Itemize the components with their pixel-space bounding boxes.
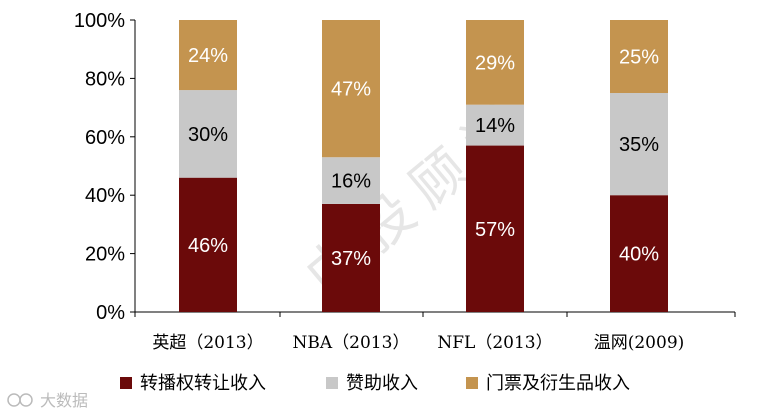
bar-segment bbox=[610, 93, 668, 196]
y-tick-label: 100% bbox=[74, 10, 125, 32]
chart-data-labels: 46% 30% 24% 37% 16% 47% 57% 14% 29% 40% 35% 25% bbox=[188, 45, 659, 270]
legend-label: 赞助收入 bbox=[346, 373, 418, 394]
bar-segment bbox=[610, 195, 668, 312]
data-label: 35% bbox=[619, 134, 659, 156]
bar-segment bbox=[322, 20, 380, 158]
bar-segment bbox=[179, 90, 237, 178]
y-tick-label: 60% bbox=[85, 127, 125, 149]
x-tick-label: 温网(2009) bbox=[594, 333, 685, 353]
bar-segment bbox=[322, 203, 380, 312]
data-label: 30% bbox=[188, 124, 228, 146]
watermark-logo-icon bbox=[7, 393, 21, 407]
data-label: 40% bbox=[619, 244, 659, 266]
corner-watermark-text: 大数据 bbox=[40, 391, 88, 410]
y-tick-label: 40% bbox=[85, 185, 125, 207]
data-label: 24% bbox=[188, 45, 228, 67]
legend-label: 门票及衍生品收入 bbox=[486, 373, 630, 394]
y-tick-label: 80% bbox=[85, 68, 125, 90]
bar-segment bbox=[466, 145, 524, 312]
bar-segment bbox=[466, 20, 524, 105]
y-tick-label: 0% bbox=[96, 302, 125, 324]
legend-swatch bbox=[466, 377, 478, 389]
data-label: 57% bbox=[475, 219, 515, 241]
data-label: 47% bbox=[331, 79, 371, 101]
legend-swatch bbox=[120, 377, 132, 389]
bar-segment bbox=[466, 104, 524, 146]
chart-legend: 转播权转让收入 赞助收入 门票及衍生品收入 bbox=[120, 373, 630, 394]
legend-label: 转播权转让收入 bbox=[140, 373, 266, 394]
x-tick-label: NFL（2013） bbox=[437, 333, 552, 353]
data-label: 14% bbox=[475, 115, 515, 137]
data-label: 29% bbox=[475, 52, 515, 74]
data-label: 25% bbox=[619, 47, 659, 69]
bar-segment bbox=[610, 20, 668, 93]
chart-bars bbox=[179, 20, 668, 312]
y-tick-label: 20% bbox=[85, 244, 125, 266]
data-label: 46% bbox=[188, 235, 228, 257]
bar-segment bbox=[179, 177, 237, 312]
data-label: 16% bbox=[331, 171, 371, 193]
chart-axes: 0% 20% 40% 60% 80% 100% 英超（2013） NBA（2013） NFL（2… bbox=[74, 10, 736, 353]
bar-segment bbox=[179, 20, 237, 91]
legend-swatch bbox=[326, 377, 338, 389]
x-tick-label: NBA（2013） bbox=[293, 333, 410, 353]
data-label: 37% bbox=[331, 248, 371, 270]
x-tick-label: 英超（2013） bbox=[152, 333, 263, 353]
watermark-logo-icon bbox=[19, 393, 33, 407]
bar-segment bbox=[322, 157, 380, 204]
